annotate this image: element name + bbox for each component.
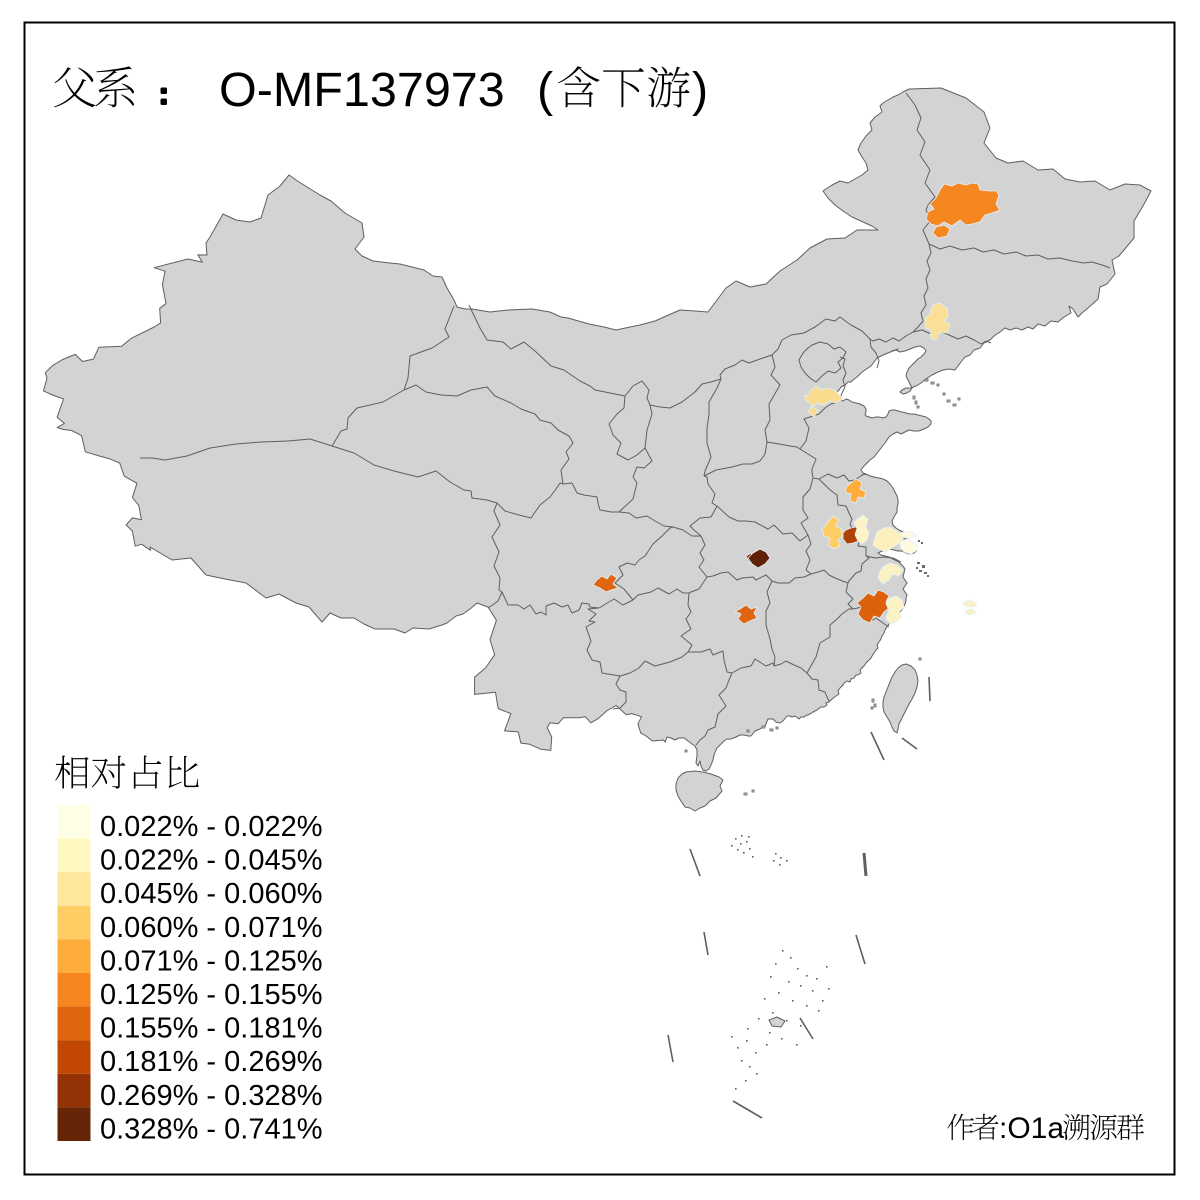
svg-text:0.155% - 0.181%: 0.155% - 0.181% [100,1013,322,1045]
svg-text:O-MF137973: O-MF137973 [219,63,505,117]
svg-text:0.125% - 0.155%: 0.125% - 0.155% [100,979,322,1011]
svg-text:0.060% - 0.071%: 0.060% - 0.071% [100,912,322,944]
svg-text:0.269% - 0.328%: 0.269% - 0.328% [100,1080,322,1112]
svg-text:0.022% - 0.022%: 0.022% - 0.022% [100,811,322,843]
svg-text::O1a: :O1a [999,1112,1064,1145]
svg-text:): ) [692,63,708,117]
svg-text:0.022% - 0.045%: 0.022% - 0.045% [100,845,322,877]
svg-text:0.071% - 0.125%: 0.071% - 0.125% [100,945,322,977]
svg-text:0.181% - 0.269%: 0.181% - 0.269% [100,1046,322,1078]
svg-text:(: ( [537,63,553,117]
svg-text:0.045% - 0.060%: 0.045% - 0.060% [100,878,322,910]
svg-text:0.328% - 0.741%: 0.328% - 0.741% [100,1113,322,1145]
